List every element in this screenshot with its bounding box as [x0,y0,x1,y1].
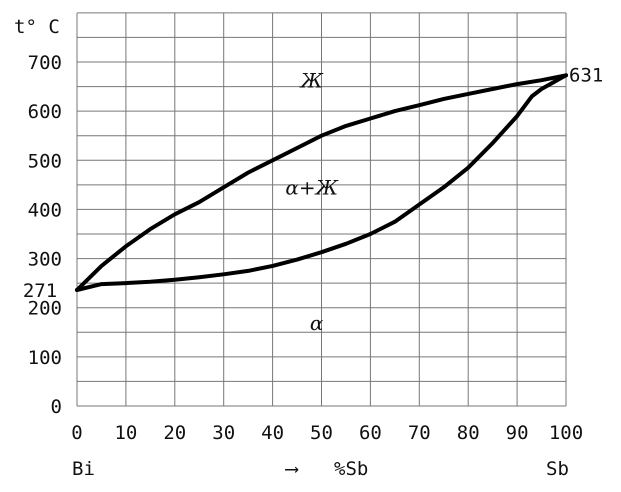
y-tick-700: 700 [28,52,62,74]
horizontal-grid [77,12,566,407]
y-tick-500: 500 [28,150,62,172]
point-annotations: 271 631 [23,64,603,302]
y-tick-labels: 0 100 200 300 400 500 600 700 [28,52,62,418]
x-tick-20: 20 [163,422,186,444]
x-axis-title: %Sb [334,458,368,480]
alpha-region-label: α [310,311,324,335]
y-tick-0: 0 [51,396,62,418]
x-tick-0: 0 [71,422,82,444]
y-tick-600: 600 [28,101,62,123]
liquidus-line [75,73,568,292]
x-tick-80: 80 [457,422,480,444]
annotation-631: 631 [569,64,603,86]
x-tick-100: 100 [549,422,583,444]
y-tick-400: 400 [28,199,62,221]
x-tick-30: 30 [212,422,235,444]
x-tick-40: 40 [261,422,284,444]
two-phase-region-label: α+Ж [285,176,338,200]
x-end-right-label: Sb [546,458,569,480]
x-tick-90: 90 [506,422,529,444]
y-tick-200: 200 [28,298,62,320]
x-tick-60: 60 [359,422,382,444]
x-end-left-label: Bi [72,458,95,480]
y-tick-100: 100 [28,347,62,369]
y-axis-title: t° C [14,16,60,38]
x-axis-arrow: ⟶ [285,458,299,480]
y-tick-300: 300 [28,249,62,271]
x-tick-10: 10 [114,422,137,444]
liquid-region-label: Ж [298,69,323,93]
annotation-271: 271 [23,280,57,302]
x-tick-labels: 0 10 20 30 40 50 60 70 80 90 100 [71,422,583,444]
x-tick-70: 70 [408,422,431,444]
phase-curves [75,73,568,292]
x-tick-50: 50 [310,422,333,444]
solidus-line [75,73,568,292]
phase-labels: Жα+Ж α [285,69,338,335]
